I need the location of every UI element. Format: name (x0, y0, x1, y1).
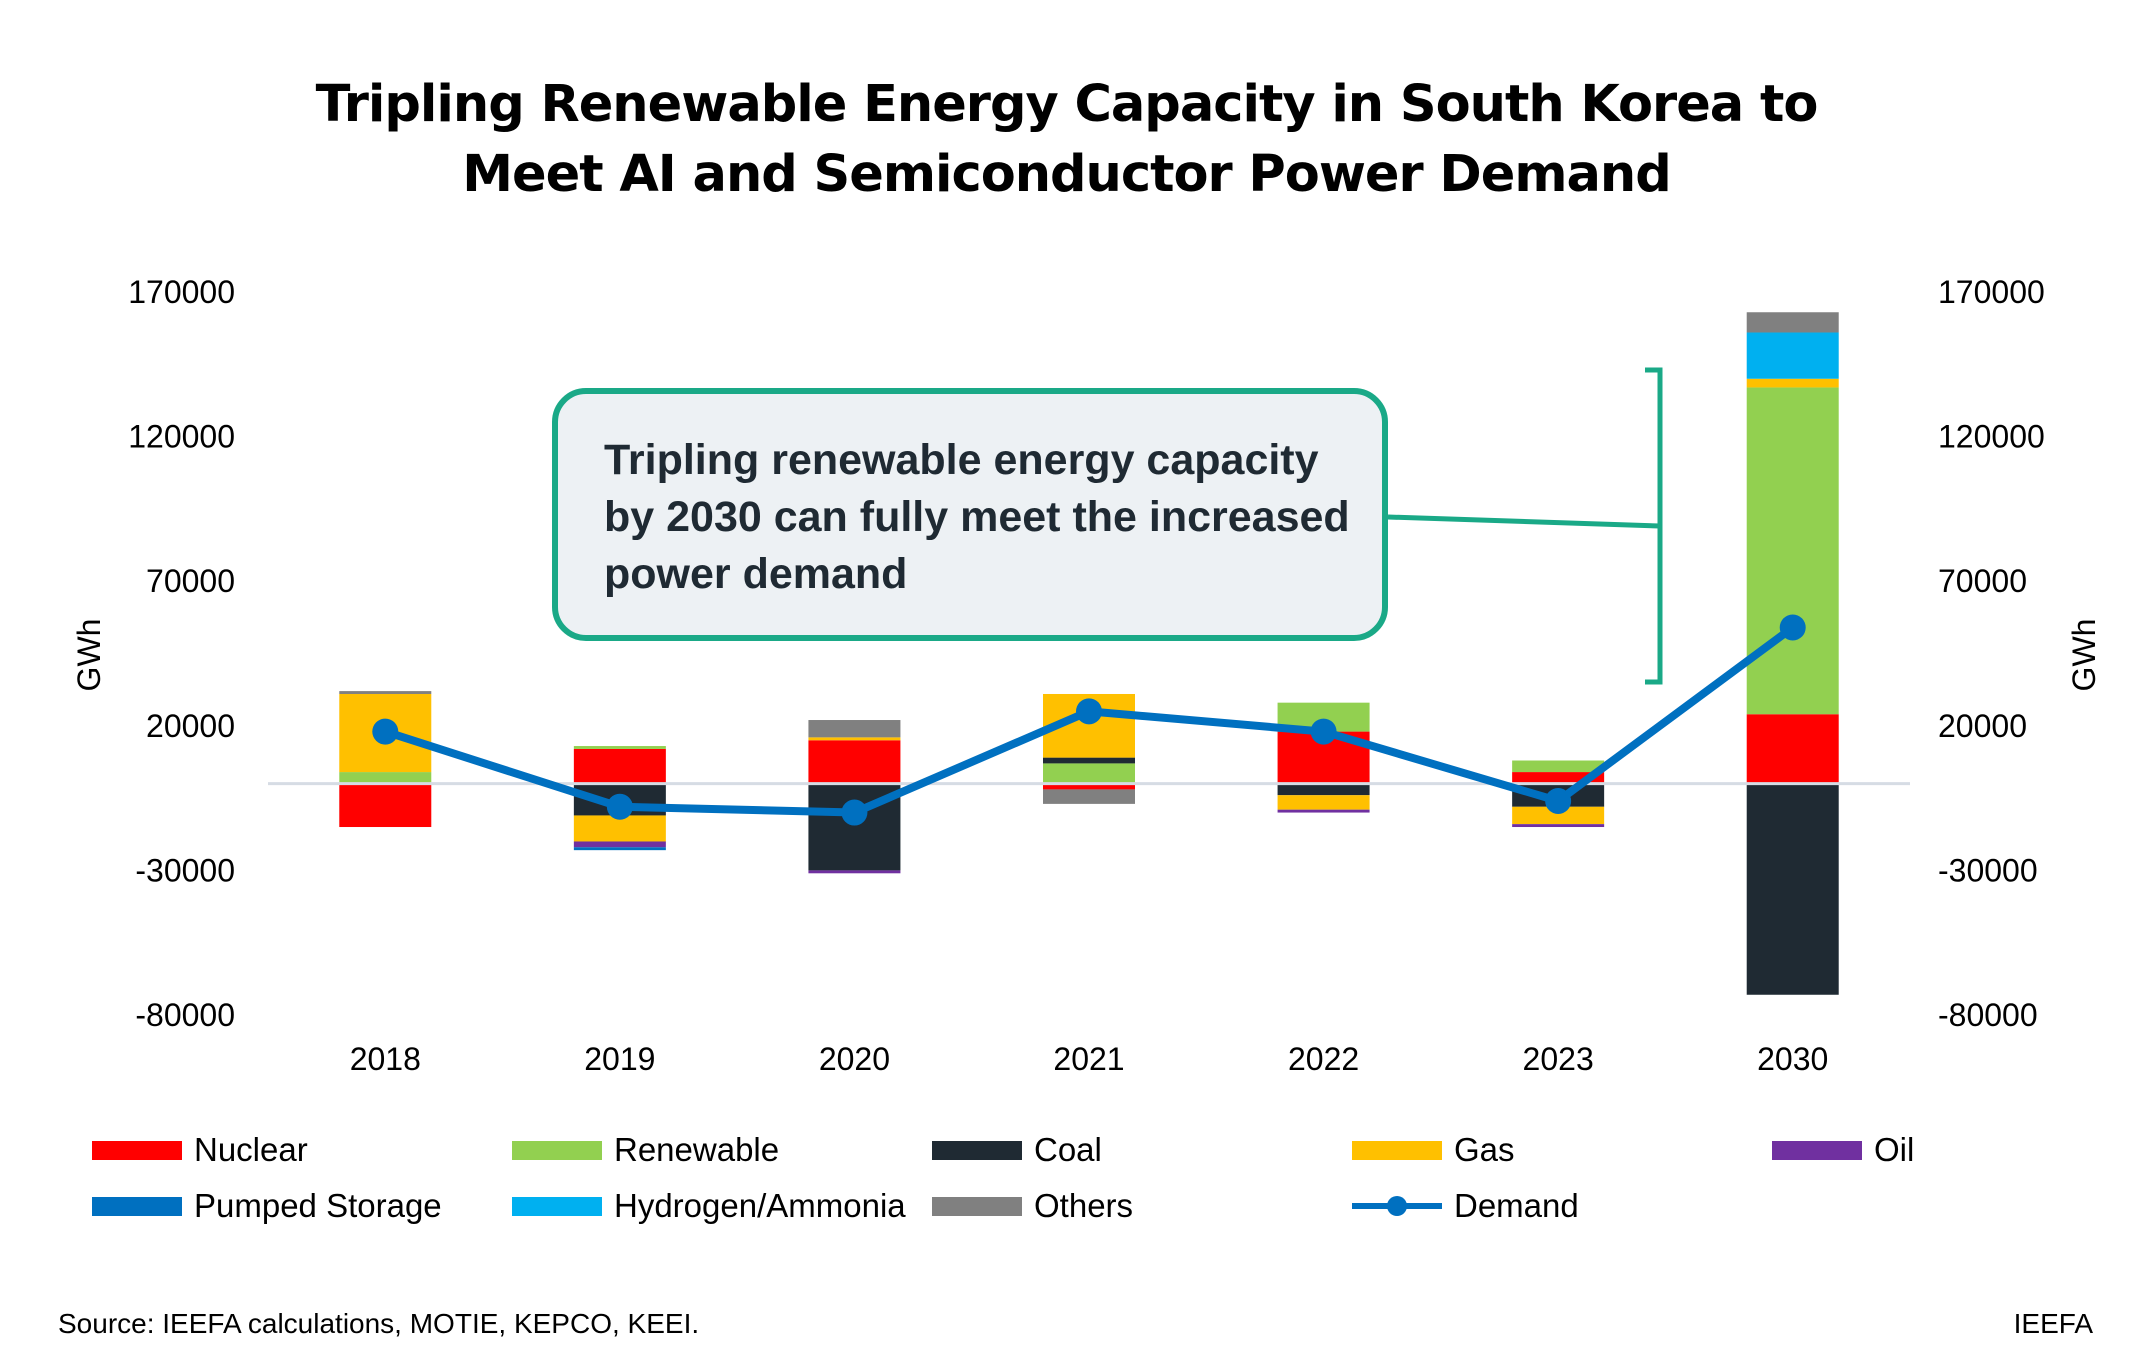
brand-label: IEEFA (2013, 1308, 2093, 1339)
bar-oil-2023 (1512, 824, 1605, 828)
left-axis-ticks: 170000 120000 70000 20000 -30000 -80000 (128, 274, 235, 1033)
bar-others-2018 (339, 691, 432, 694)
right-tick-label: -30000 (1938, 852, 2038, 888)
left-tick-label: -30000 (135, 852, 235, 888)
right-axis-label: GWh (2066, 619, 2102, 692)
bar-gas-2023 (1512, 806, 1605, 825)
bar-coal-2021 (1043, 757, 1135, 764)
bar-renewable-2021 (1043, 763, 1135, 784)
x-tick-label: 2030 (1757, 1041, 1828, 1077)
demand-point-2019 (606, 793, 633, 820)
bar-coal-2022 (1277, 783, 1370, 796)
x-tick-label: 2022 (1288, 1041, 1359, 1077)
right-tick-label: 20000 (1938, 708, 2027, 744)
bar-gas-2019 (573, 815, 666, 842)
bar-nuclear-2018 (339, 783, 432, 828)
x-tick-label: 2023 (1523, 1041, 1594, 1077)
bar-others-2021 (1043, 789, 1135, 804)
right-tick-label: 170000 (1938, 274, 2045, 310)
bar-others-2020 (808, 720, 901, 738)
right-tick-label: -80000 (1938, 997, 2038, 1033)
bar-nuclear-2030 (1746, 714, 1839, 784)
left-tick-label: 20000 (146, 708, 235, 744)
demand-point-2020 (841, 799, 868, 826)
demand-point-2023 (1545, 787, 1572, 814)
callout-text: Tripling renewable energy capacity by 20… (604, 436, 1350, 598)
right-tick-label: 70000 (1938, 563, 2027, 599)
bar-gas-2020 (808, 737, 901, 741)
right-tick-label: 120000 (1938, 419, 2045, 455)
demand-point-2021 (1076, 698, 1102, 725)
bar-others-2030 (1746, 312, 1839, 333)
bar-oil-2022 (1277, 809, 1370, 813)
bar-nuclear-2020 (808, 740, 901, 784)
bar-pumped-storage-2019 (573, 847, 666, 851)
chart-title: Tripling Renewable Energy Capacity in So… (0, 70, 2133, 210)
bar-oil-2019 (573, 841, 666, 848)
demand-line-series (372, 614, 1806, 826)
left-axis-label: GWh (71, 619, 107, 692)
x-tick-label: 2021 (1053, 1041, 1124, 1077)
bar-hydrogen-ammonia-2030 (1746, 332, 1839, 379)
x-tick-label: 2019 (584, 1041, 655, 1077)
callout-box: Tripling renewable energy capacity by 20… (552, 388, 1388, 641)
bar-layer (339, 312, 1839, 995)
bar-renewable-2030 (1746, 387, 1839, 715)
left-tick-label: 120000 (128, 419, 235, 455)
callout-connector (1387, 514, 1661, 529)
bar-coal-2030 (1746, 783, 1839, 995)
chart-title-line-2: Meet AI and Semiconductor Power Demand (462, 145, 1671, 204)
left-tick-label: -80000 (135, 997, 235, 1033)
chart-title-line-1: Tripling Renewable Energy Capacity in So… (315, 75, 1819, 134)
bar-nuclear-2023 (1512, 772, 1605, 784)
left-tick-label: 170000 (128, 274, 235, 310)
x-tick-label: 2020 (819, 1041, 890, 1077)
bar-renewable-2019 (573, 746, 666, 749)
bar-renewable-2018 (339, 772, 432, 784)
source-note: Source: IEEFA calculations, MOTIE, KEPCO… (58, 1308, 700, 1339)
demand-point-2022 (1310, 718, 1337, 745)
x-tick-label: 2018 (350, 1041, 421, 1077)
bar-gas-2022 (1277, 795, 1370, 810)
bar-oil-2020 (808, 870, 901, 874)
x-axis-ticks: 2018 2019 2020 2021 2022 2023 2030 (350, 1041, 1829, 1077)
bar-nuclear-2021 (1043, 783, 1135, 790)
demand-point-2030 (1779, 614, 1806, 641)
bar-nuclear-2019 (573, 748, 666, 784)
right-axis-ticks: 170000 120000 70000 20000 -30000 -80000 (1938, 274, 2045, 1033)
demand-point-2018 (372, 718, 399, 745)
bar-gas-2030 (1746, 378, 1839, 388)
left-tick-label: 70000 (146, 563, 235, 599)
bar-renewable-2023 (1512, 760, 1605, 773)
